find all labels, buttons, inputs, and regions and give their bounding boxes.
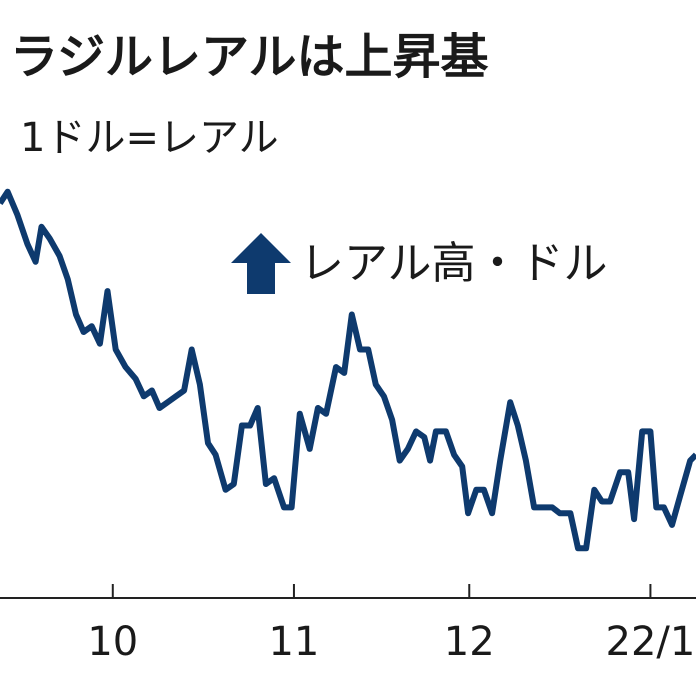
up-arrow bbox=[231, 233, 291, 294]
x-tick-label: 22/1 bbox=[606, 619, 696, 665]
x-tick-label: 11 bbox=[268, 619, 319, 665]
data-line bbox=[0, 188, 696, 552]
annotation: レアル高・ドル bbox=[300, 238, 608, 289]
chart-title: ラジルレアルは上昇基 bbox=[10, 29, 489, 85]
x-tick-label: 10 bbox=[87, 619, 138, 665]
x-tick-label: 12 bbox=[444, 619, 495, 665]
chart-subtitle: 1ドル=レアル bbox=[20, 115, 279, 161]
